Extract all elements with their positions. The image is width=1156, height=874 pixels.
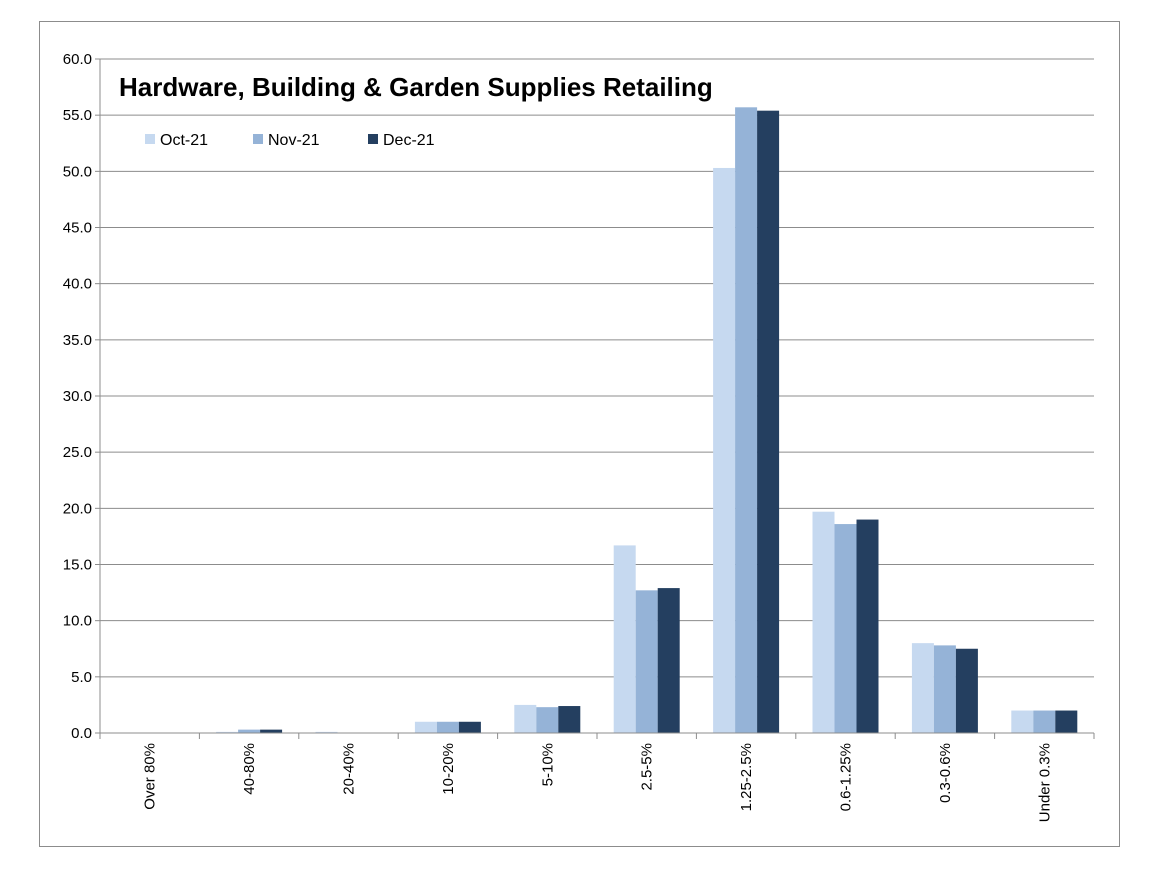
legend-item-nov-21: Nov-21 — [253, 132, 320, 149]
bar-nov-21-9 — [1033, 710, 1056, 733]
bar-oct-21-9 — [1011, 710, 1034, 733]
y-tick-label: 50.0 — [63, 163, 92, 180]
bar-nov-21-8 — [933, 645, 956, 733]
legend-item-oct-21: Oct-21 — [145, 132, 208, 149]
bar-nov-21-4 — [536, 707, 559, 733]
x-tick-label: 0.6-1.25% — [838, 743, 855, 811]
bar-dec-21-3 — [458, 721, 481, 733]
x-tick-label: 20-40% — [341, 743, 358, 795]
bar-oct-21-7 — [812, 511, 835, 733]
legend-swatch — [145, 134, 155, 144]
y-tick-label: 35.0 — [63, 332, 92, 349]
bar-dec-21-5 — [657, 588, 680, 733]
bar-oct-21-5 — [613, 545, 636, 733]
chart-frame: 0.0 5.0 10.0 15.0 20.0 25.0 30.0 35.0 40.0 45.0 50… — [39, 21, 1120, 847]
bar-oct-21-1 — [216, 731, 239, 733]
bar-dec-21-7 — [856, 519, 879, 733]
y-tick-label: 40.0 — [63, 276, 92, 293]
y-tick-label: 15.0 — [63, 557, 92, 574]
legend-label: Oct-21 — [160, 132, 208, 149]
x-tick-label: 5-10% — [539, 743, 556, 786]
bar-oct-21-6 — [713, 167, 736, 734]
y-tick-label: 10.0 — [63, 613, 92, 630]
bar-dec-21-6 — [757, 110, 780, 733]
y-tick-label: 55.0 — [63, 107, 92, 124]
bar-nov-21-6 — [735, 107, 758, 733]
bar-nov-21-7 — [834, 524, 857, 733]
gridlines — [100, 58, 1094, 678]
x-tick-label: 0.3-0.6% — [937, 743, 954, 803]
bar-oct-21-8 — [911, 643, 934, 733]
x-tick-labels: Over 80% 40-80% 20-40% 10-20% 5-10% 2.5-5% 1.2… — [142, 743, 1054, 822]
bars — [216, 107, 1078, 734]
bar-dec-21-9 — [1055, 710, 1078, 733]
x-tick-label: 40-80% — [241, 743, 258, 795]
x-tick-label: Under 0.3% — [1036, 743, 1053, 822]
y-tick-label: 0.0 — [71, 725, 92, 742]
chart-title: Hardware, Building & Garden Supplies Ret… — [119, 72, 713, 102]
bar-dec-21-1 — [260, 729, 283, 733]
legend-label: Dec-21 — [383, 132, 435, 149]
bar-oct-21-3 — [414, 721, 437, 733]
bar-oct-21-4 — [514, 704, 537, 733]
x-tick-label: 2.5-5% — [639, 743, 656, 791]
axes — [95, 58, 1095, 739]
legend-swatch — [253, 134, 263, 144]
bar-dec-21-8 — [955, 648, 978, 733]
x-tick-label: Over 80% — [142, 743, 159, 810]
legend: Oct-21 Nov-21 Dec-21 — [145, 132, 435, 149]
bar-nov-21-3 — [436, 721, 459, 733]
y-tick-label: 25.0 — [63, 444, 92, 461]
bar-nov-21-1 — [238, 729, 261, 733]
y-tick-label: 60.0 — [63, 51, 92, 68]
bar-oct-21-2 — [315, 731, 338, 733]
bar-nov-21-5 — [635, 590, 658, 733]
y-tick-label: 5.0 — [71, 669, 92, 686]
legend-label: Nov-21 — [268, 132, 320, 149]
x-tick-label: 10-20% — [440, 743, 457, 795]
y-tick-label: 45.0 — [63, 220, 92, 237]
x-tick-label: 1.25-2.5% — [738, 743, 755, 811]
bar-chart: 0.0 5.0 10.0 15.0 20.0 25.0 30.0 35.0 40.0 45.0 50… — [63, 51, 1095, 822]
y-tick-label: 30.0 — [63, 388, 92, 405]
bar-dec-21-4 — [558, 706, 581, 733]
legend-item-dec-21: Dec-21 — [368, 132, 435, 149]
legend-swatch — [368, 134, 378, 144]
y-tick-label: 20.0 — [63, 500, 92, 517]
y-tick-labels: 0.0 5.0 10.0 15.0 20.0 25.0 30.0 35.0 40.0 45.0 50… — [63, 51, 92, 742]
